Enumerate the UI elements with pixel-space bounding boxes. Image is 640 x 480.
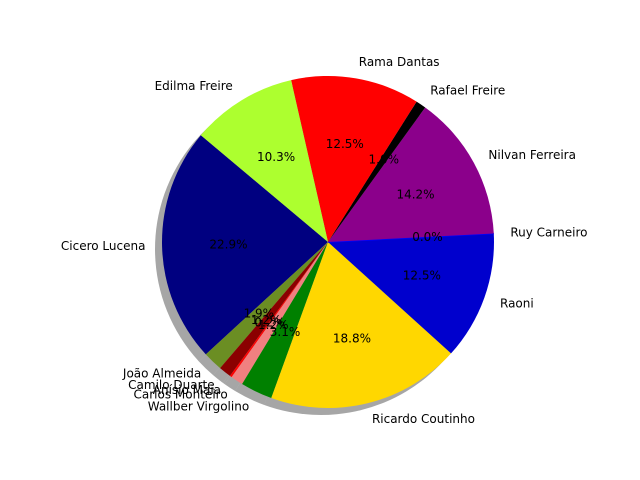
slice-label-raoni: Raoni <box>500 296 534 310</box>
pie-slices <box>162 75 494 409</box>
slice-anisio-maia <box>229 242 328 378</box>
percent-label-ricardo-coutinho: 18.8% <box>333 332 371 346</box>
slice-cicero-lucena <box>162 135 328 355</box>
slice-label-carlos-monteiro: Carlos Monteiro <box>134 388 228 402</box>
percent-label-camilo-duarte: 1.2% <box>251 313 282 327</box>
percent-label-raoni: 12.5% <box>403 268 441 282</box>
slice-label-ruy-carneiro: Ruy Carneiro <box>510 226 587 240</box>
percent-label-cicero-lucena: 22.9% <box>209 237 247 251</box>
percent-label-edilma-freire: 10.3% <box>257 150 295 164</box>
percent-label-ruy-carneiro: 0.0% <box>412 230 443 244</box>
slice-label-edilma-freire: Edilma Freire <box>155 79 233 93</box>
percent-label-nilvan-ferreira: 14.2% <box>396 187 434 201</box>
percent-label-carlos-monteiro: 1.2% <box>258 318 289 332</box>
slice-joao-almeida <box>205 242 328 369</box>
slice-label-ricardo-coutinho: Ricardo Coutinho <box>372 412 475 426</box>
slice-raoni <box>328 233 494 354</box>
slice-label-nilvan-ferreira: Nilvan Ferreira <box>488 148 576 162</box>
slice-rafael-freire <box>328 101 426 242</box>
slice-label-cicero-lucena: Cicero Lucena <box>61 239 146 253</box>
percent-label-rama-dantas: 12.5% <box>326 137 364 151</box>
slice-ricardo-coutinho <box>271 242 452 409</box>
slice-label-rafael-freire: Rafael Freire <box>430 84 505 98</box>
percent-label-joao-almeida: 1.9% <box>244 307 275 321</box>
percent-label-wallber-virgolino: 3.1% <box>270 325 301 339</box>
slice-nilvan-ferreira <box>328 107 494 242</box>
slice-label-joao-almeida: João Almeida <box>122 366 201 380</box>
slice-carlos-monteiro <box>231 242 328 385</box>
percent-labels: 22.9% 1.9%1.2%0.2%1.2%3.1% 18.8% 12.5% 0.0% 1… <box>209 137 442 346</box>
percent-label-anisio-maia: 0.2% <box>254 316 285 330</box>
slice-wallber-virgolino <box>242 242 328 399</box>
slice-camilo-duarte <box>220 242 328 376</box>
slice-label-camilo-duarte: Camilo Duarte <box>128 378 214 392</box>
percent-label-rafael-freire: 1.0% <box>369 152 400 166</box>
slice-label-rama-dantas: Rama Dantas <box>359 55 440 69</box>
slice-rama-dantas <box>291 75 417 243</box>
slice-label-anisio-maia: Anísio Maia <box>153 383 221 397</box>
slice-label-wallber-virgolino: Wallber Virgolino <box>148 400 249 414</box>
slice-edilma-freire <box>200 80 328 243</box>
